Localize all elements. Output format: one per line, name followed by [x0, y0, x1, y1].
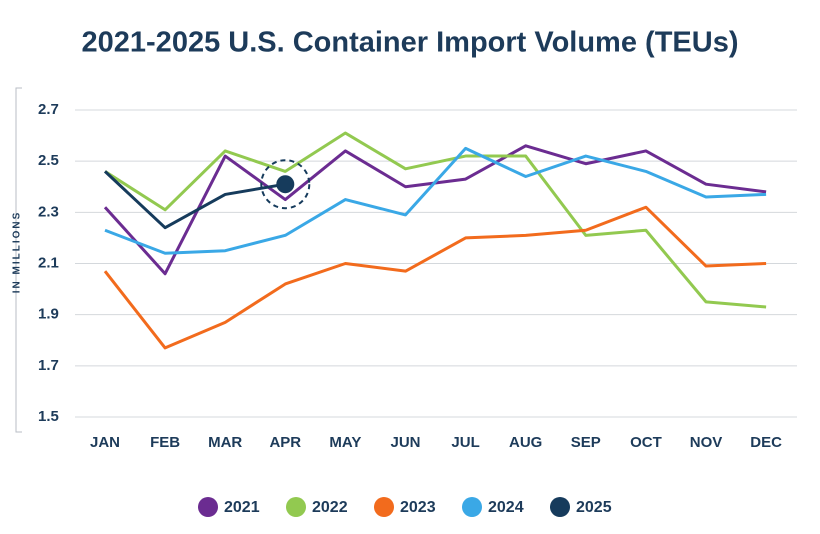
x-tick-label: APR [269, 434, 301, 451]
x-tick-label: JUN [390, 434, 420, 451]
legend-label: 2022 [312, 499, 348, 516]
y-axis-label: IN MILLIONS [12, 211, 23, 294]
series-line [103, 170, 286, 230]
x-tick-label: MAY [329, 434, 361, 451]
series-line [103, 205, 767, 350]
x-tick-label: FEB [150, 434, 180, 451]
point-marker [276, 175, 295, 194]
x-tick-label: NOV [690, 434, 723, 451]
y-tick-label: 1.9 [38, 306, 59, 323]
legend-swatch [550, 497, 570, 517]
legend-swatch [286, 497, 306, 517]
x-tick-label: OCT [630, 434, 662, 451]
y-tick-label: 2.1 [38, 254, 59, 271]
legend-label: 2024 [488, 499, 524, 516]
x-tick-label: JAN [90, 434, 120, 451]
series-line [104, 146, 767, 255]
x-tick-label: AUG [509, 434, 542, 451]
legend-label: 2023 [400, 499, 436, 516]
y-tick-label: 2.5 [38, 152, 59, 169]
legend-label: 2025 [576, 499, 612, 516]
series-line [104, 131, 767, 309]
y-tick-label: 2.7 [38, 101, 59, 118]
y-tick-label: 1.7 [38, 357, 59, 374]
legend-label: 2021 [224, 499, 260, 516]
legend-swatch [374, 497, 394, 517]
y-tick-label: 2.3 [38, 203, 59, 220]
legend-swatch [198, 497, 218, 517]
y-bracket [15, 87, 22, 433]
bracket-line [15, 87, 22, 433]
x-tick-label: MAR [208, 434, 242, 451]
x-tick-label: JUL [451, 434, 479, 451]
x-tick-label: DEC [750, 434, 782, 451]
highlight-ring [260, 159, 311, 210]
legend-swatch [462, 497, 482, 517]
y-tick-label: 1.5 [38, 408, 59, 425]
chart-title: 2021-2025 U.S. Container Import Volume (… [82, 27, 739, 59]
x-tick-label: SEP [571, 434, 601, 451]
